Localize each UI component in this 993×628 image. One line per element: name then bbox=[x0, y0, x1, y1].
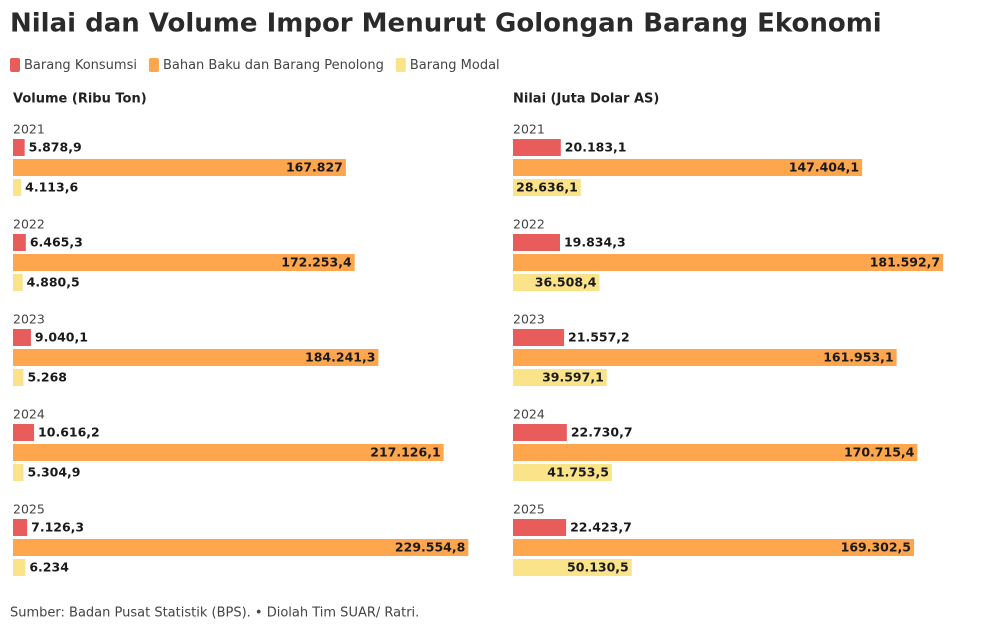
value-label: 50.130,5 bbox=[567, 560, 629, 575]
value-label: 41.753,5 bbox=[547, 465, 609, 480]
bar bbox=[13, 519, 28, 536]
bar bbox=[513, 464, 612, 481]
value-label: 4.113,6 bbox=[25, 180, 78, 195]
value-label: 39.597,1 bbox=[542, 370, 604, 385]
bar bbox=[513, 444, 918, 461]
value-label: 184.241,3 bbox=[305, 350, 375, 365]
bar bbox=[513, 159, 863, 176]
value-label: 161.953,1 bbox=[823, 350, 893, 365]
year-label: 2025 bbox=[513, 502, 545, 517]
value-label: 21.557,2 bbox=[568, 330, 630, 345]
bar bbox=[513, 369, 607, 386]
value-label: 229.554,8 bbox=[395, 540, 465, 555]
value-label: 22.423,7 bbox=[570, 520, 632, 535]
bar bbox=[513, 254, 944, 271]
legend-swatch bbox=[10, 58, 20, 72]
bar bbox=[13, 349, 379, 366]
year-label: 2025 bbox=[13, 502, 45, 517]
value-label: 19.834,3 bbox=[564, 235, 626, 250]
value-label: 20.183,1 bbox=[565, 140, 627, 155]
bar bbox=[13, 329, 31, 346]
panel-subtitle: Nilai (Juta Dolar AS) bbox=[513, 92, 659, 107]
panel-subtitle: Volume (Ribu Ton) bbox=[13, 92, 147, 107]
bar bbox=[13, 559, 26, 576]
bar bbox=[513, 179, 581, 196]
value-label: 147.404,1 bbox=[789, 160, 859, 175]
bar bbox=[513, 539, 915, 556]
value-label: 217.126,1 bbox=[370, 445, 440, 460]
bar bbox=[13, 369, 24, 386]
bar bbox=[13, 159, 346, 176]
bar bbox=[513, 329, 565, 346]
bar bbox=[513, 139, 561, 156]
year-label: 2023 bbox=[513, 312, 545, 327]
value-label: 5.878,9 bbox=[29, 140, 82, 155]
legend-label: Bahan Baku dan Barang Penolong bbox=[163, 58, 384, 73]
bar bbox=[513, 519, 567, 536]
bar bbox=[13, 179, 22, 196]
value-label: 5.304,9 bbox=[28, 465, 81, 480]
value-label: 5.268 bbox=[27, 370, 67, 385]
bar bbox=[513, 234, 560, 251]
legend-swatch bbox=[395, 58, 406, 72]
bar bbox=[13, 424, 35, 441]
chart-title: Nilai dan Volume Impor Menurut Golongan … bbox=[10, 9, 882, 39]
value-label: 28.636,1 bbox=[516, 180, 578, 195]
legend-label: Barang Modal bbox=[410, 58, 500, 73]
bar bbox=[513, 424, 567, 441]
bar bbox=[13, 274, 23, 291]
legend-label: Barang Konsumsi bbox=[24, 58, 137, 73]
year-label: 2023 bbox=[13, 312, 45, 327]
year-label: 2022 bbox=[513, 217, 545, 232]
value-label: 170.715,4 bbox=[844, 445, 915, 460]
bar bbox=[13, 464, 24, 481]
value-label: 181.592,7 bbox=[870, 255, 940, 270]
year-label: 2024 bbox=[13, 407, 45, 422]
value-label: 4.880,5 bbox=[27, 275, 80, 290]
value-label: 9.040,1 bbox=[35, 330, 88, 345]
year-label: 2024 bbox=[513, 407, 545, 422]
value-label: 22.730,7 bbox=[571, 425, 633, 440]
value-label: 172.253,4 bbox=[281, 255, 352, 270]
source: Sumber: Badan Pusat Statistik (BPS). • D… bbox=[10, 606, 419, 621]
legend-swatch bbox=[148, 58, 159, 72]
value-label: 10.616,2 bbox=[38, 425, 100, 440]
value-label: 167.827 bbox=[286, 160, 343, 175]
bar bbox=[513, 274, 600, 291]
bar bbox=[13, 234, 26, 251]
value-label: 6.234 bbox=[29, 560, 69, 575]
value-label: 7.126,3 bbox=[31, 520, 84, 535]
bar bbox=[513, 559, 632, 576]
value-label: 169.302,5 bbox=[841, 540, 911, 555]
year-label: 2022 bbox=[13, 217, 45, 232]
bar bbox=[13, 444, 444, 461]
bar bbox=[13, 254, 355, 271]
bar bbox=[13, 139, 25, 156]
bar bbox=[513, 349, 897, 366]
bar bbox=[13, 539, 469, 556]
year-label: 2021 bbox=[513, 122, 545, 137]
year-label: 2021 bbox=[13, 122, 45, 137]
value-label: 6.465,3 bbox=[30, 235, 83, 250]
value-label: 36.508,4 bbox=[535, 275, 597, 290]
